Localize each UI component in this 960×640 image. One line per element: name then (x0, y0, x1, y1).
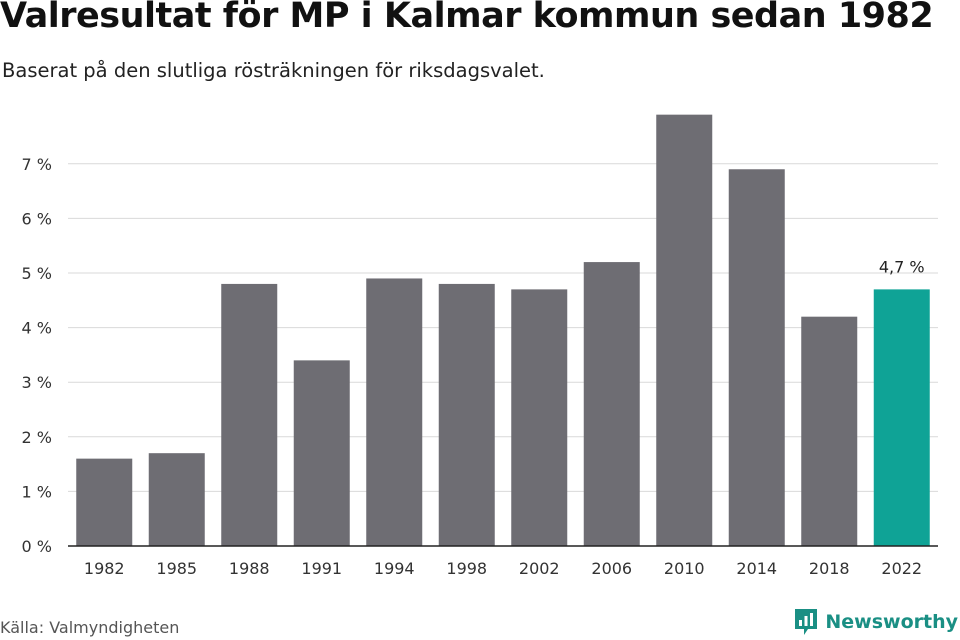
x-tick-label: 1991 (301, 559, 342, 578)
source-note: Källa: Valmyndigheten (0, 618, 180, 637)
bars (76, 114, 930, 546)
bar-2018 (801, 316, 858, 546)
y-tick-label: 3 % (22, 373, 52, 392)
y-axis-ticks: 0 % 1 % 2 % 3 % 4 % 5 % 6 % 7 % (22, 155, 52, 556)
y-tick-label: 6 % (22, 209, 52, 228)
x-tick-label: 1994 (374, 559, 415, 578)
brand-logo: Newsworthy (793, 607, 958, 637)
x-tick-label: 2006 (591, 559, 632, 578)
chart-subtitle: Baserat på den slutliga rösträkningen fö… (2, 59, 545, 82)
bar-1998 (438, 283, 495, 546)
bar-chart: 0 % 1 % 2 % 3 % 4 % 5 % 6 % 7 % 1982 1985 1988 199… (22, 114, 938, 578)
y-tick-label: 0 % (22, 537, 52, 556)
bar-2022 (873, 289, 930, 546)
bar-1991 (293, 360, 350, 546)
y-tick-label: 5 % (22, 264, 52, 283)
bar-1985 (148, 453, 205, 546)
x-tick-label: 1988 (229, 559, 270, 578)
bar-2006 (583, 262, 640, 546)
bar-1994 (366, 278, 423, 546)
bar-2014 (728, 169, 785, 546)
bar-1988 (221, 283, 278, 546)
bar-2002 (511, 289, 568, 546)
x-tick-label: 2002 (519, 559, 560, 578)
x-tick-label: 1985 (156, 559, 197, 578)
newsworthy-logo-icon (795, 609, 818, 635)
y-tick-label: 2 % (22, 428, 52, 447)
x-tick-label: 2010 (664, 559, 705, 578)
data-labels: 4,7 % (879, 257, 925, 276)
bar-1982 (76, 458, 133, 546)
bar-2010 (656, 114, 713, 546)
x-tick-label: 2014 (736, 559, 777, 578)
gridlines (68, 163, 938, 492)
x-tick-label: 1998 (446, 559, 487, 578)
x-tick-label: 2018 (809, 559, 850, 578)
chart-title: Valresultat för MP i Kalmar kommun sedan… (0, 0, 934, 36)
y-tick-label: 1 % (22, 482, 52, 501)
y-tick-label: 7 % (22, 155, 52, 174)
y-tick-label: 4 % (22, 319, 52, 338)
x-tick-label: 2022 (881, 559, 922, 578)
brand-name: Newsworthy (825, 611, 958, 633)
data-label: 4,7 % (879, 257, 925, 276)
x-axis-ticks: 1982 1985 1988 1991 1994 1998 2002 2006 2010 2014… (84, 559, 922, 578)
x-tick-label: 1982 (84, 559, 125, 578)
